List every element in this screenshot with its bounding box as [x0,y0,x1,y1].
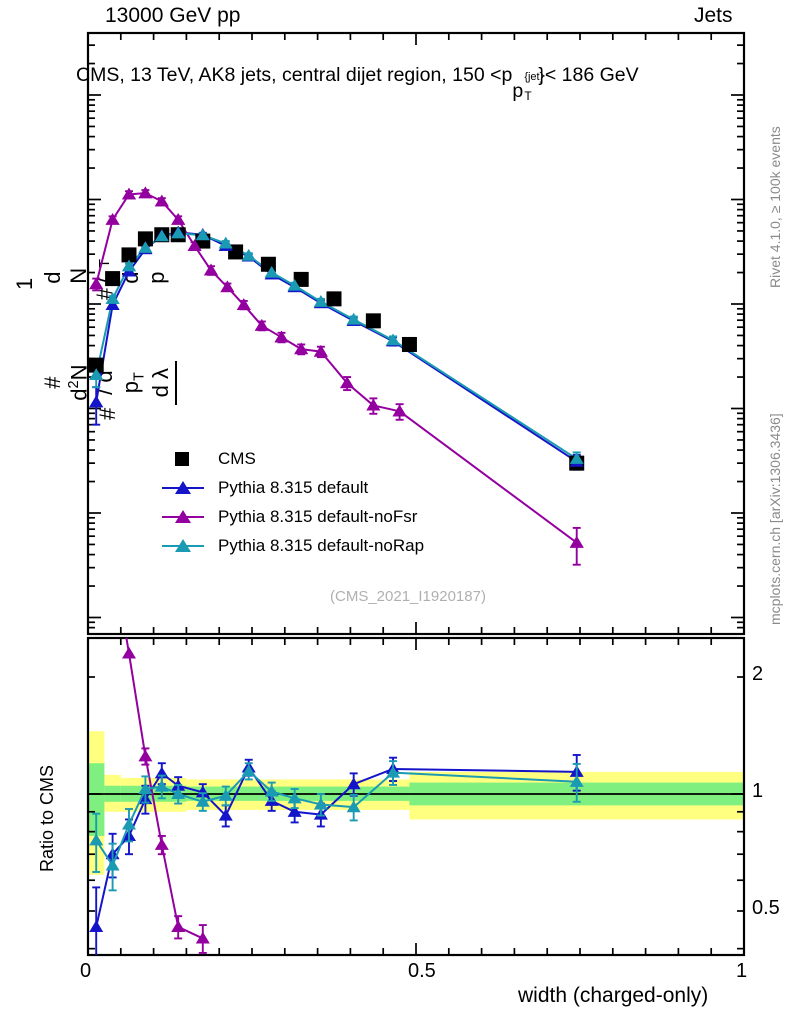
legend-label: Pythia 8.315 default [218,477,369,497]
legend-triangle-marker [162,509,204,523]
header-category-label: Jets [694,4,733,27]
title-superscript: {jet} [524,71,544,83]
legend-item-1: Pythia 8.315 default [160,473,424,502]
ratio-y-tick-right-0: 2 [752,663,764,685]
legend: CMS Pythia 8.315 default Pythia 8.315 defa… [160,444,424,560]
ratio-y-tick-right-2: 0.5 [752,897,780,919]
legend-item-3: Pythia 8.315 default-noRap [160,531,424,560]
x-axis-label: width (charged-only) [518,984,709,1007]
title-subscript: T [524,89,532,103]
legend-label: CMS [218,448,256,468]
legend-item-2: Pythia 8.315 default-noFsr [160,502,424,531]
legend-square-marker [175,451,189,466]
x-tick-0: 0 [80,960,92,982]
legend-item-0: CMS [160,444,424,473]
plot-title-main: CMS, 13 TeV, AK8 jets, central dijet reg… [76,64,513,86]
legend-triangle-marker [162,480,204,494]
plot-title-tail: }< 186 GeV [538,64,639,86]
legend-label: Pythia 8.315 default-noRap [218,535,425,555]
legend-triangle-marker [162,538,204,552]
plot-title: CMS, 13 TeV, AK8 jets, central dijet reg… [76,64,639,103]
analysis-id-watermark: (CMS_2021_I1920187) [330,588,486,605]
legend-label: Pythia 8.315 default-noFsr [218,506,418,526]
header-beam-label: 13000 GeV pp [105,4,241,27]
x-tick-1: 0.5 [408,960,436,982]
x-tick-2: 1 [736,960,748,982]
ratio-y-tick-right-1: 1 [752,780,764,802]
